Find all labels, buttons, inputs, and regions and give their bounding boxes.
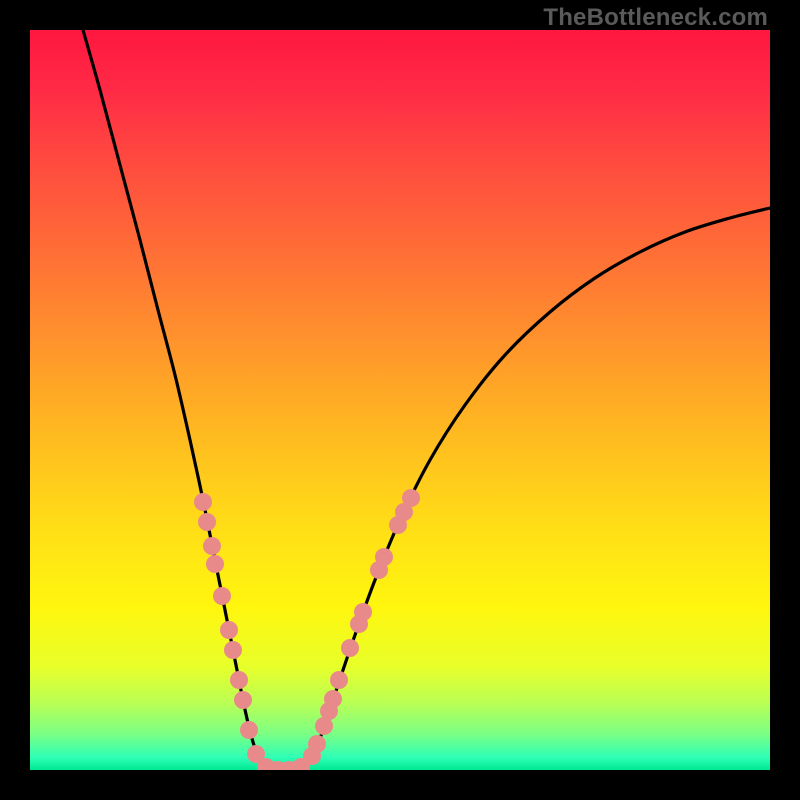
data-marker <box>234 691 252 709</box>
data-marker <box>220 621 238 639</box>
data-marker <box>324 690 342 708</box>
data-marker <box>240 721 258 739</box>
data-marker <box>308 735 326 753</box>
chart-plot-area <box>30 30 770 770</box>
marker-group <box>194 489 420 770</box>
data-marker <box>330 671 348 689</box>
data-marker <box>402 489 420 507</box>
chart-svg-layer <box>30 30 770 770</box>
data-marker <box>341 639 359 657</box>
data-marker <box>203 537 221 555</box>
frame-right <box>770 0 800 800</box>
data-marker <box>194 493 212 511</box>
data-marker <box>206 555 224 573</box>
frame-left <box>0 0 30 800</box>
data-marker <box>224 641 242 659</box>
data-marker <box>230 671 248 689</box>
data-marker <box>213 587 231 605</box>
frame-bottom <box>0 770 800 800</box>
data-marker <box>354 603 372 621</box>
data-marker <box>375 548 393 566</box>
data-marker <box>198 513 216 531</box>
bottleneck-curve <box>83 30 770 770</box>
watermark-text: TheBottleneck.com <box>543 4 768 32</box>
